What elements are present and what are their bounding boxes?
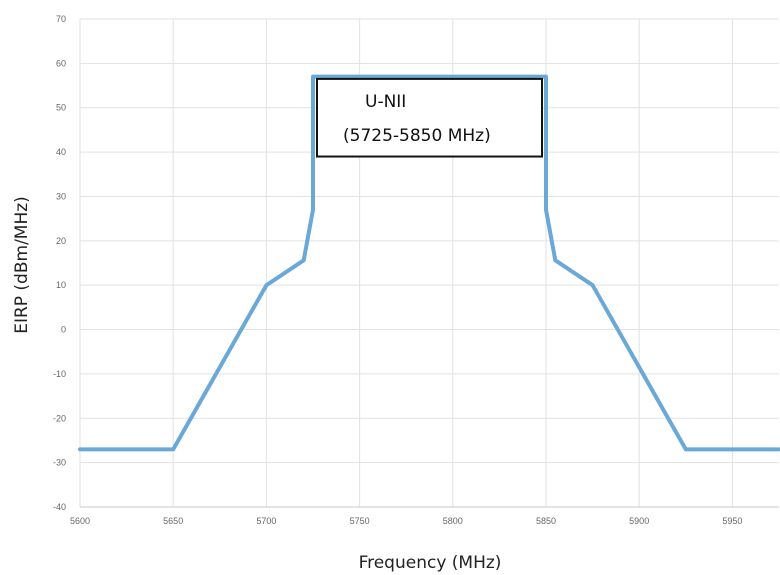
x-tick-label: 5950: [722, 516, 742, 526]
y-tick-labels: 70 60 50 40 30 20 10 0 -10 -20 -30 -40: [53, 14, 66, 512]
x-tick-label: 5900: [629, 516, 649, 526]
x-axis-title: Frequency (MHz): [359, 553, 502, 573]
x-tick-label: 5750: [350, 516, 370, 526]
x-tick-label: 5800: [443, 516, 463, 526]
y-tick-label: 30: [56, 191, 66, 201]
y-tick-label: -30: [53, 458, 66, 468]
y-tick-label: 70: [56, 14, 66, 24]
x-tick-label: 5700: [256, 516, 276, 526]
series-line: [78, 74, 780, 452]
y-tick-label: 40: [56, 147, 66, 157]
x-tick-label: 5850: [536, 516, 556, 526]
y-tick-label: -40: [53, 502, 66, 512]
x-tick-label: 5600: [70, 516, 90, 526]
annotation-line-1: U-NII: [365, 92, 406, 112]
y-tick-label: 10: [56, 280, 66, 290]
y-tick-label: 0: [61, 325, 66, 335]
x-tick-label: 5650: [163, 516, 183, 526]
y-axis-title: EIRP (dBm/MHz): [12, 196, 32, 334]
annotation-box: [316, 77, 543, 158]
annotation-line-2: (5725-5850 MHz): [343, 126, 491, 146]
y-tick-label: 60: [56, 58, 66, 68]
y-tick-label: -10: [53, 369, 66, 379]
y-tick-label: 20: [56, 236, 66, 246]
x-tick-labels: 5600 5650 5700 5750 5800 5850 5900 5950: [70, 516, 742, 526]
y-tick-label: 50: [56, 103, 66, 113]
y-tick-label: -20: [53, 413, 66, 423]
